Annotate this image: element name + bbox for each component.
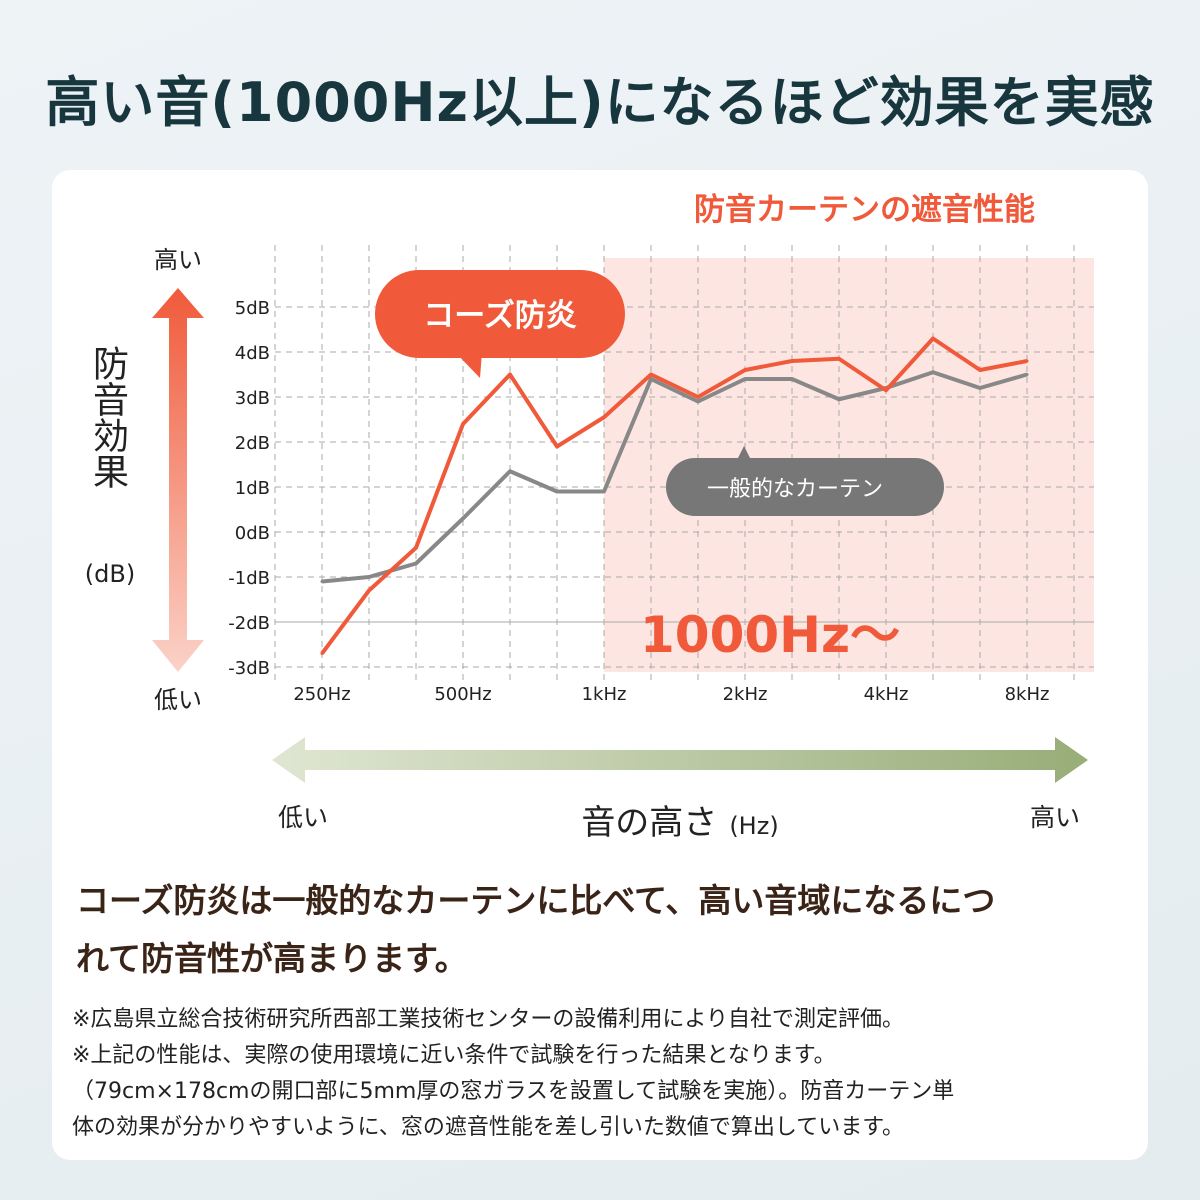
- data-point: [978, 368, 982, 372]
- data-point: [555, 490, 559, 493]
- x-tick-label: 250Hz: [293, 684, 350, 705]
- data-point: [649, 377, 653, 381]
- chart: 5dB 4dB 3dB 2dB 1dB 0dB -1dB -2dB -3dB 250Hz 500Hz…: [85, 192, 1094, 843]
- data-point: [790, 377, 794, 381]
- data-point: [414, 546, 418, 550]
- x-low-label: 低い: [278, 803, 328, 832]
- y-tick-label: 2dB: [235, 433, 270, 454]
- x-tick-label: 1kHz: [582, 684, 627, 705]
- data-point: [1025, 373, 1029, 376]
- x-axis-title: 音の高さ (Hz): [581, 803, 778, 843]
- note-line: ※広島県立総合技術研究所西部工業技術センターの設備利用により自社で測定評価。: [72, 1007, 904, 1032]
- chart-title: 防音カーテンの遮音性能: [694, 192, 1035, 228]
- y-tick-label: 5dB: [235, 298, 270, 319]
- data-point: [414, 562, 418, 565]
- note-line: （79cm×178cmの開口部に5mm厚の窓ガラスを設置して試験を実施）。防音カ…: [72, 1079, 955, 1104]
- y-axis-title: 防音効果: [87, 345, 128, 489]
- data-point: [1025, 359, 1029, 363]
- x-tick-label: 2kHz: [723, 684, 768, 705]
- summary: コーズ防炎は一般的なカーテンに比べて、高い音域になるにつ れて防音性が高まります…: [76, 872, 995, 988]
- y-unit: (dB): [85, 560, 135, 588]
- data-point: [837, 357, 841, 361]
- data-point: [508, 373, 512, 376]
- series-line: [321, 370, 1028, 584]
- data-point: [931, 337, 935, 340]
- x-tick-label: 500Hz: [434, 684, 491, 705]
- highlight-label: 1000Hz〜: [640, 606, 900, 664]
- data-point: [508, 469, 512, 473]
- x-tick-label: 8kHz: [1005, 684, 1050, 705]
- data-point: [743, 377, 747, 381]
- data-point: [743, 368, 747, 372]
- callout-series-1: 一般的なカーテン: [666, 446, 944, 516]
- summary-line: コーズ防炎は一般的なカーテンに比べて、高い音域になるにつ: [76, 881, 996, 920]
- y-tick-label: -2dB: [228, 613, 270, 634]
- y-low-label: 低い: [154, 686, 202, 714]
- data-point: [696, 395, 700, 399]
- data-point: [320, 652, 324, 655]
- data-point: [461, 517, 465, 520]
- data-point: [320, 580, 324, 583]
- data-point: [978, 386, 982, 390]
- data-point: [790, 359, 794, 363]
- data-point: [649, 373, 653, 376]
- x-tick-label: 4kHz: [864, 684, 909, 705]
- y-tick-label: 1dB: [235, 478, 270, 499]
- data-point: [367, 589, 371, 592]
- x-high-label: 高い: [1030, 803, 1080, 832]
- data-point: [931, 370, 935, 374]
- y-tick-label: -3dB: [228, 658, 270, 679]
- page-title: 高い音(1000Hz以上)になるほど効果を実感: [45, 71, 1155, 134]
- callout-label: コーズ防炎: [423, 298, 576, 334]
- y-tick-label: 4dB: [235, 343, 270, 364]
- x-arrow-icon: [272, 737, 1088, 783]
- callout-label: 一般的なカーテン: [707, 477, 883, 502]
- data-point: [461, 422, 465, 426]
- y-high-label: 高い: [154, 246, 202, 274]
- y-arrow-icon: [152, 288, 204, 672]
- data-point: [367, 575, 371, 579]
- data-point: [837, 397, 841, 401]
- series-line: [320, 336, 1028, 655]
- y-tick-label: -1dB: [228, 568, 270, 589]
- data-point: [602, 490, 606, 493]
- note-line: 体の効果が分かりやすいように、窓の遮音性能を差し引いた数値で算出しています。: [72, 1115, 905, 1140]
- callout-series-0: コーズ防炎: [375, 270, 625, 378]
- x-label: 音の高さ: [581, 803, 717, 843]
- notes: ※広島県立総合技術研究所西部工業技術センターの設備利用により自社で測定評価。 ※…: [72, 1002, 954, 1146]
- data-point: [884, 388, 888, 392]
- summary-line: れて防音性が高まります。: [76, 939, 468, 978]
- data-point: [696, 400, 700, 403]
- data-point: [602, 415, 606, 419]
- y-tick-label: 0dB: [235, 523, 270, 544]
- x-unit: (Hz): [729, 812, 778, 840]
- note-line: ※上記の性能は、実際の使用環境に近い条件で試験を行った結果となります。: [72, 1043, 836, 1068]
- data-point: [555, 445, 559, 448]
- y-tick-label: 3dB: [235, 388, 270, 409]
